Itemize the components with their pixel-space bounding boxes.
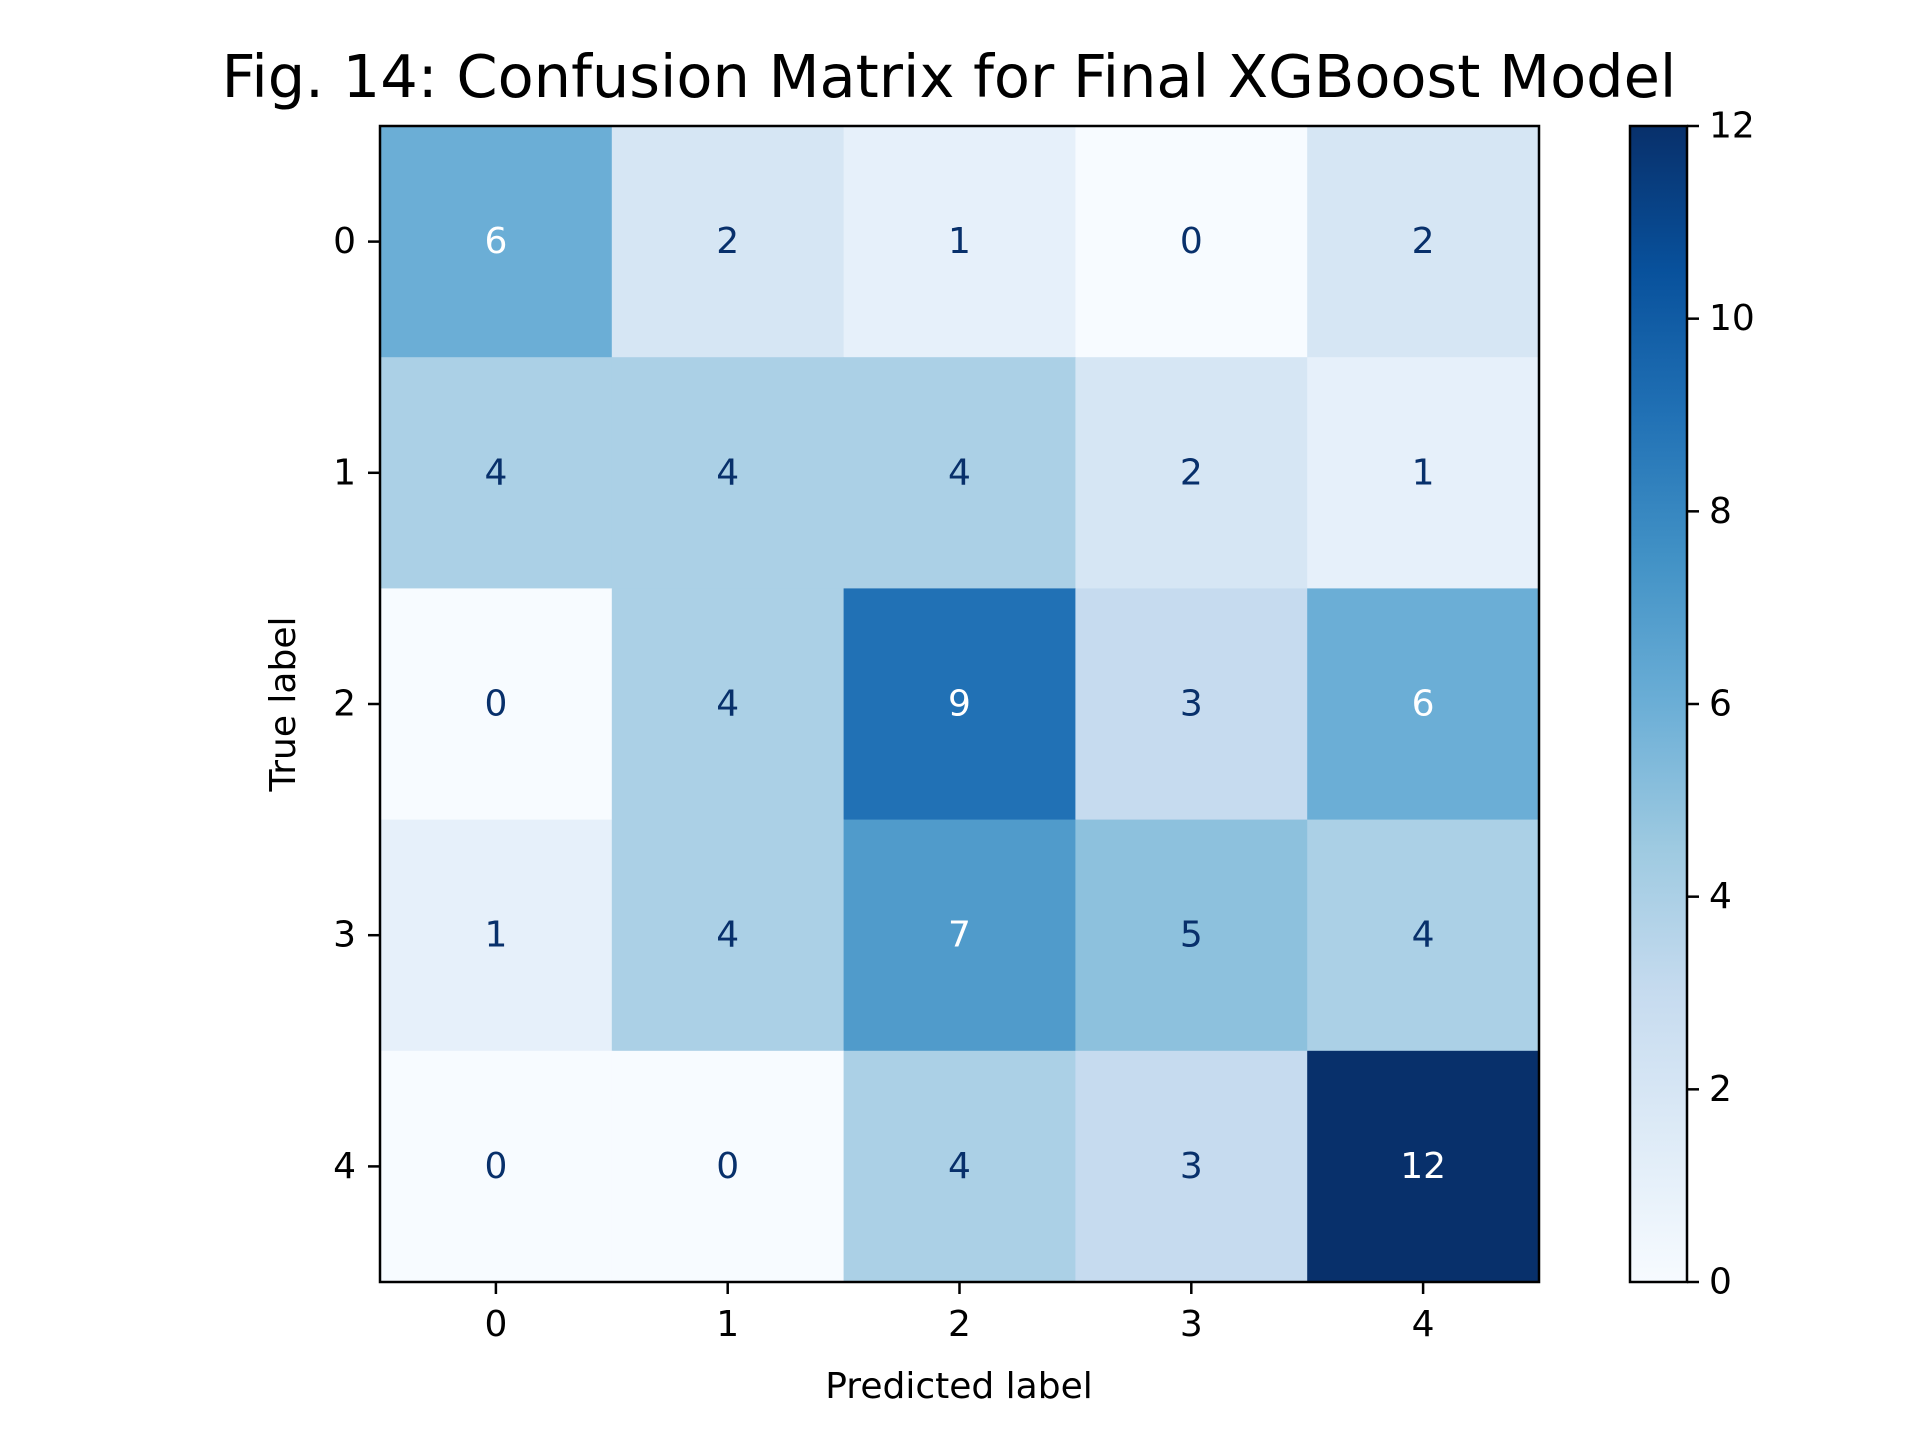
cell-value-label: 4 xyxy=(716,452,739,493)
cell-value-label: 0 xyxy=(484,684,507,725)
heatmap-cell xyxy=(843,588,1076,821)
cell-value-label: 2 xyxy=(1180,452,1203,493)
colorbar-tick-label: 6 xyxy=(1709,684,1732,725)
heatmap-cell xyxy=(1075,357,1308,589)
heatmap-cell xyxy=(1307,1050,1540,1283)
colorbar-tick-label: 2 xyxy=(1709,1069,1732,1110)
cell-value-label: 2 xyxy=(716,221,739,262)
cell-value-label: 4 xyxy=(1412,915,1435,956)
heatmap-cell xyxy=(1075,126,1308,358)
cell-value-label: 4 xyxy=(948,452,971,493)
x-tick-label: 3 xyxy=(1180,1304,1203,1345)
x-tick-label: 2 xyxy=(948,1304,971,1345)
x-tick-label: 4 xyxy=(1412,1304,1435,1345)
cell-value-label: 1 xyxy=(484,915,507,956)
heatmap-cell xyxy=(1075,588,1308,821)
cell-value-label: 4 xyxy=(716,915,739,956)
cell-value-label: 1 xyxy=(948,221,971,262)
cell-value-label: 0 xyxy=(716,1146,739,1187)
cell-value-label: 6 xyxy=(1412,684,1435,725)
colorbar-tick-label: 4 xyxy=(1709,876,1732,917)
heatmap-cell xyxy=(611,819,845,1052)
cell-value-label: 4 xyxy=(484,452,507,493)
colorbar-tick-label: 0 xyxy=(1709,1262,1732,1303)
colorbar-tick-label: 12 xyxy=(1709,106,1755,147)
x-tick-label: 1 xyxy=(716,1304,739,1345)
heatmap-cell xyxy=(611,588,845,821)
heatmap-cells xyxy=(380,126,1540,1283)
heatmap-cell xyxy=(1075,1050,1308,1283)
cell-value-label: 5 xyxy=(1180,915,1203,956)
cell-value-label: 4 xyxy=(716,684,739,725)
heatmap-cell xyxy=(1075,819,1308,1052)
heatmap-cell xyxy=(843,819,1076,1052)
cell-value-label: 1 xyxy=(1412,452,1435,493)
heatmap-cell xyxy=(1307,357,1540,589)
heatmap-cell xyxy=(1307,588,1540,821)
heatmap-cell xyxy=(380,357,613,589)
heatmap-cell xyxy=(611,126,845,358)
cell-value-label: 2 xyxy=(1412,221,1435,262)
cell-value-labels: 6 2 1 0 2 4 4 4 2 1 0 4 9 3 6 1 4 7 5 4 0 0 4 3 12 xyxy=(484,221,1446,1187)
colorbar xyxy=(1628,124,1689,1284)
chart-title: Fig. 14: Confusion Matrix for Final XGBo… xyxy=(222,42,1677,111)
heatmap-cell xyxy=(380,126,613,358)
cell-value-label: 7 xyxy=(948,915,971,956)
y-tick-label: 1 xyxy=(333,452,356,493)
cell-value-label: 3 xyxy=(1180,684,1203,725)
cell-value-label: 6 xyxy=(484,221,507,262)
y-axis-label: True label xyxy=(263,617,304,793)
x-tick-label: 0 xyxy=(484,1304,507,1345)
heatmap-cell xyxy=(380,588,613,821)
colorbar-tick-label: 8 xyxy=(1709,491,1732,532)
y-tick-label: 2 xyxy=(333,684,356,725)
heatmap-cell xyxy=(380,1050,613,1283)
x-axis-ticks: 0 1 2 3 4 xyxy=(484,1282,1435,1345)
cell-value-label: 4 xyxy=(948,1146,971,1187)
colorbar-tick-label: 10 xyxy=(1709,298,1755,339)
cell-value-label: 9 xyxy=(948,684,971,725)
heatmap-cell xyxy=(1307,126,1540,358)
heatmap-cell xyxy=(1307,819,1540,1052)
heatmap-cell xyxy=(380,819,613,1052)
colorbar-ticks: 0 2 4 6 8 10 12 xyxy=(1687,106,1755,1303)
y-tick-label: 3 xyxy=(333,915,356,956)
heatmap-cell xyxy=(843,126,1076,358)
heatmap-cell xyxy=(611,357,845,589)
y-tick-label: 4 xyxy=(333,1146,356,1187)
cell-value-label: 0 xyxy=(1180,221,1203,262)
heatmap-cell xyxy=(843,1050,1076,1283)
cell-value-label: 3 xyxy=(1180,1146,1203,1187)
cell-value-label: 0 xyxy=(484,1146,507,1187)
heatmap-cell xyxy=(611,1050,845,1283)
heatmap-cell xyxy=(843,357,1076,589)
x-axis-label: Predicted label xyxy=(825,1366,1093,1407)
y-tick-label: 0 xyxy=(333,221,356,262)
cell-value-label: 12 xyxy=(1400,1146,1446,1187)
y-axis-ticks: 0 1 2 3 4 xyxy=(333,221,380,1187)
